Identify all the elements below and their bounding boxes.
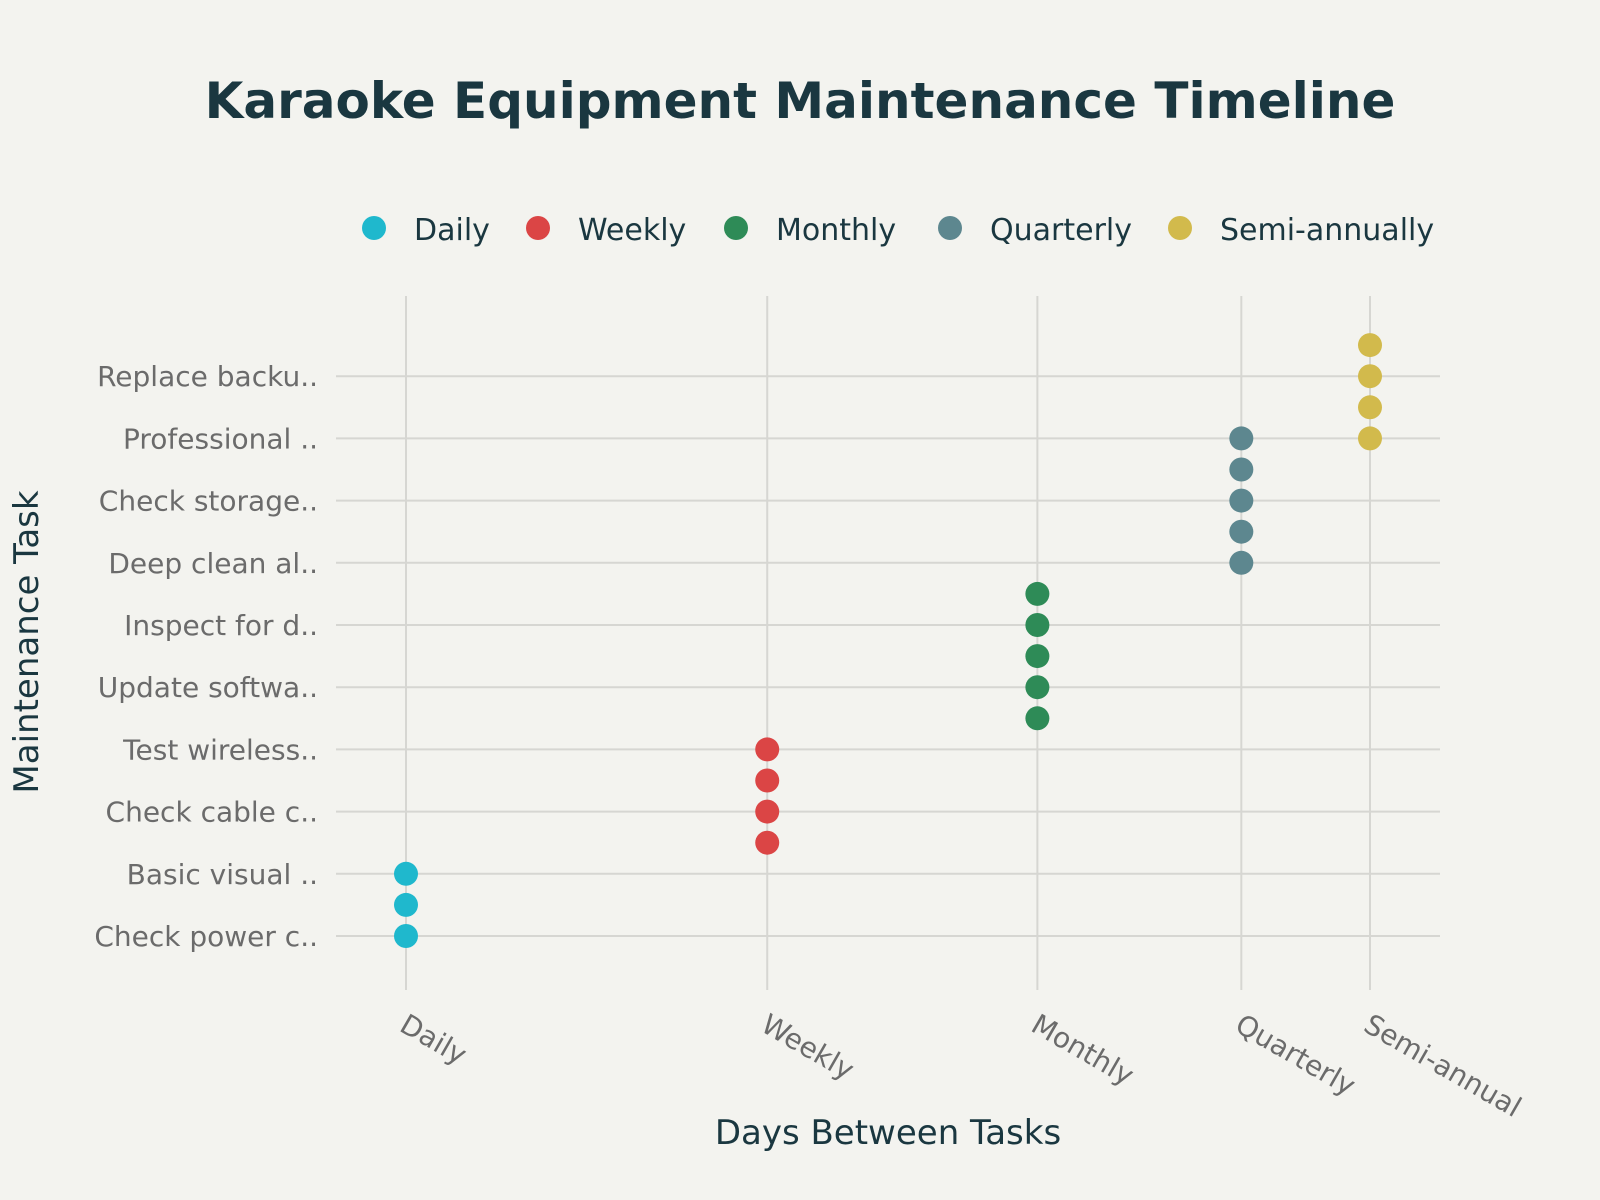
x-gridlines xyxy=(405,296,1371,990)
y-axis-title: Maintenance Task xyxy=(7,490,47,793)
x-tick-quarterly: Quarterly xyxy=(1230,1007,1361,1102)
point-monthly-2 xyxy=(1025,644,1050,669)
y-tick-9: Replace backu.. xyxy=(97,360,318,393)
point-daily-2 xyxy=(394,861,418,886)
legend-marker-monthly xyxy=(724,216,748,240)
legend-label-weekly: Weekly xyxy=(578,213,686,248)
point-quarterly-0 xyxy=(1229,550,1254,575)
y-tick-7: Check storage.. xyxy=(99,485,318,518)
legend-marker-quarterly xyxy=(938,216,962,240)
point-semi-annually-0 xyxy=(1358,426,1382,451)
point-semi-annually-2 xyxy=(1358,364,1382,389)
data-points xyxy=(394,333,1382,948)
x-axis-title: Days Between Tasks xyxy=(715,1113,1061,1153)
y-tick-6: Deep clean al.. xyxy=(108,547,318,580)
y-tick-labels: Check power c.. Basic visual .. Check cabl… xyxy=(94,360,318,953)
point-monthly-3 xyxy=(1025,613,1050,637)
y-tick-8: Professional .. xyxy=(123,422,318,455)
y-tick-2: Check cable c.. xyxy=(106,796,318,829)
y-tick-3: Test wireless.. xyxy=(122,733,318,766)
point-semi-annually-3 xyxy=(1358,333,1382,358)
legend-label-monthly: Monthly xyxy=(776,213,896,248)
point-monthly-0 xyxy=(1025,706,1050,731)
legend-marker-weekly xyxy=(526,216,550,240)
legend-label-quarterly: Quarterly xyxy=(990,213,1132,248)
legend-marker-semi-annually xyxy=(1168,216,1192,240)
legend-label-daily: Daily xyxy=(414,213,490,248)
legend: Daily Weekly Monthly Quarterly Semi-annually xyxy=(362,213,1434,248)
x-tick-weekly: Weekly xyxy=(756,1007,860,1086)
chart-title: Karaoke Equipment Maintenance Timeline xyxy=(205,72,1396,130)
legend-label-semi-annually: Semi-annually xyxy=(1220,213,1434,248)
point-quarterly-1 xyxy=(1229,519,1254,544)
x-tick-monthly: Monthly xyxy=(1026,1007,1140,1092)
x-tick-daily: Daily xyxy=(395,1007,473,1071)
y-tick-5: Inspect for d.. xyxy=(124,609,318,642)
y-tick-1: Basic visual .. xyxy=(127,858,318,891)
point-monthly-1 xyxy=(1025,675,1050,700)
point-quarterly-3 xyxy=(1229,457,1254,482)
point-daily-0 xyxy=(394,924,418,948)
point-semi-annually-1 xyxy=(1358,395,1382,420)
legend-marker-daily xyxy=(362,216,386,240)
point-monthly-4 xyxy=(1025,581,1050,606)
point-daily-1 xyxy=(394,892,418,917)
point-weekly-1 xyxy=(755,799,780,824)
point-quarterly-4 xyxy=(1229,426,1254,451)
point-quarterly-2 xyxy=(1229,488,1254,513)
x-tick-semi-annual: Semi-annual xyxy=(1359,1007,1527,1123)
y-gridlines xyxy=(336,375,1440,937)
point-weekly-2 xyxy=(755,768,780,793)
point-weekly-0 xyxy=(755,830,780,855)
y-tick-4: Update softwa.. xyxy=(98,671,318,704)
point-weekly-3 xyxy=(755,737,780,762)
y-tick-0: Check power c.. xyxy=(94,920,318,953)
